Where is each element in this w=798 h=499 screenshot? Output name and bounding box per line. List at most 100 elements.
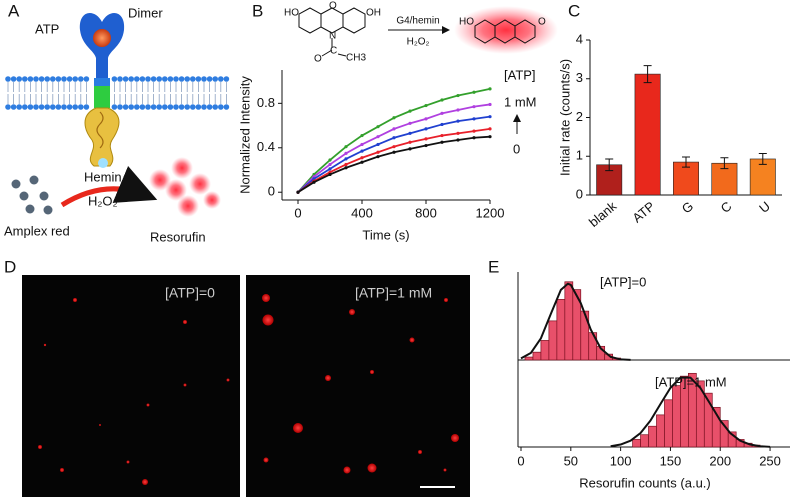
point [392,136,396,140]
chem-label: C [330,46,337,57]
label-amplex-red: Amplex red [4,223,70,238]
error-bar [758,153,767,165]
lipid-head [44,76,50,82]
lipid-head [27,76,34,82]
spot [226,378,230,382]
spot [183,320,187,324]
panel-label: B [252,1,263,20]
spot [370,370,374,374]
point [408,140,412,144]
lipid-head [162,76,168,82]
label-dimer: Dimer [128,5,163,20]
chem-label: N [329,31,336,42]
point [488,87,492,91]
lipid-head [16,104,23,110]
x-tick-label: 0 [517,453,524,468]
point [360,149,364,153]
lipid-head [33,104,39,110]
lipid-head [167,76,174,82]
histogram-bar [640,434,649,448]
point [376,155,380,159]
point [488,102,492,107]
lipid-head [139,104,146,110]
lipid-head [162,104,168,110]
spot [183,383,187,387]
lipid-head [212,76,218,82]
point [376,135,380,139]
histogram-bar [548,320,558,361]
error-bar [682,156,690,168]
annotation: 0 [513,141,520,156]
lipid-head [27,104,34,110]
lipid-head [10,76,17,82]
label-atp: ATP [35,21,59,36]
point [488,115,492,119]
chem-label: CH3 [346,53,366,64]
spot [262,314,274,326]
label-hemin: Hemin [84,169,122,184]
spot [418,450,422,454]
point [344,151,348,155]
point [344,166,348,170]
histogram-bar [532,351,542,361]
y-tick-label: 0.8 [257,95,275,110]
lipid-head [72,76,78,82]
chem-label: HO [459,17,474,28]
point [456,93,460,98]
spot [99,424,101,426]
chem-label: O [329,1,337,12]
point [360,133,364,138]
chem-label: O [538,17,546,28]
lipid-head [117,104,123,110]
lipid-head [55,104,62,110]
panel-label: D [4,257,16,276]
histogram-bar [664,399,673,448]
label-resorufin: Resorufin [150,229,206,244]
point [424,143,428,148]
scheme-reagent: G4/hemin [396,16,439,27]
histogram-bar [648,425,657,448]
lipid-head [195,104,202,110]
lipid-head [38,104,45,110]
spot [343,466,351,474]
lipid-head [16,76,23,82]
spot [293,423,303,433]
point [344,145,348,149]
lipid-head [206,76,213,82]
point [392,116,396,120]
y-axis-label: Normalized Intensity [237,76,252,194]
y-axis-label: Initial rate (counts/s) [557,59,572,176]
spot [60,468,64,472]
point [440,122,444,127]
point [456,119,460,123]
panel-label: E [488,257,499,276]
point [328,172,332,177]
spot [146,403,150,407]
point [408,109,412,113]
point [424,137,428,141]
lipid-head [184,76,190,82]
lipid-head [38,76,45,82]
lipid-head [66,104,73,110]
histogram-bar [656,414,665,448]
lipid-head [212,104,218,110]
aptamer-dimer [79,12,125,168]
spot [262,294,270,302]
lipid-head [201,104,207,110]
lipid-head [61,76,67,82]
lipid-head [173,104,179,110]
annotation: 1 mM [504,94,537,109]
lipid-head [167,104,174,110]
lipid-head [72,104,78,110]
error-bar [605,158,614,172]
bar [634,73,661,196]
lipid-head [150,76,157,82]
image-label: [ATP]=0 [165,285,215,301]
lipid-head [223,104,230,110]
spot [38,445,42,449]
lipid-head [223,76,230,82]
x-tick-label: ATP [629,198,657,225]
point [328,167,332,171]
lipid-head [117,76,123,82]
histogram-bar [672,385,681,448]
